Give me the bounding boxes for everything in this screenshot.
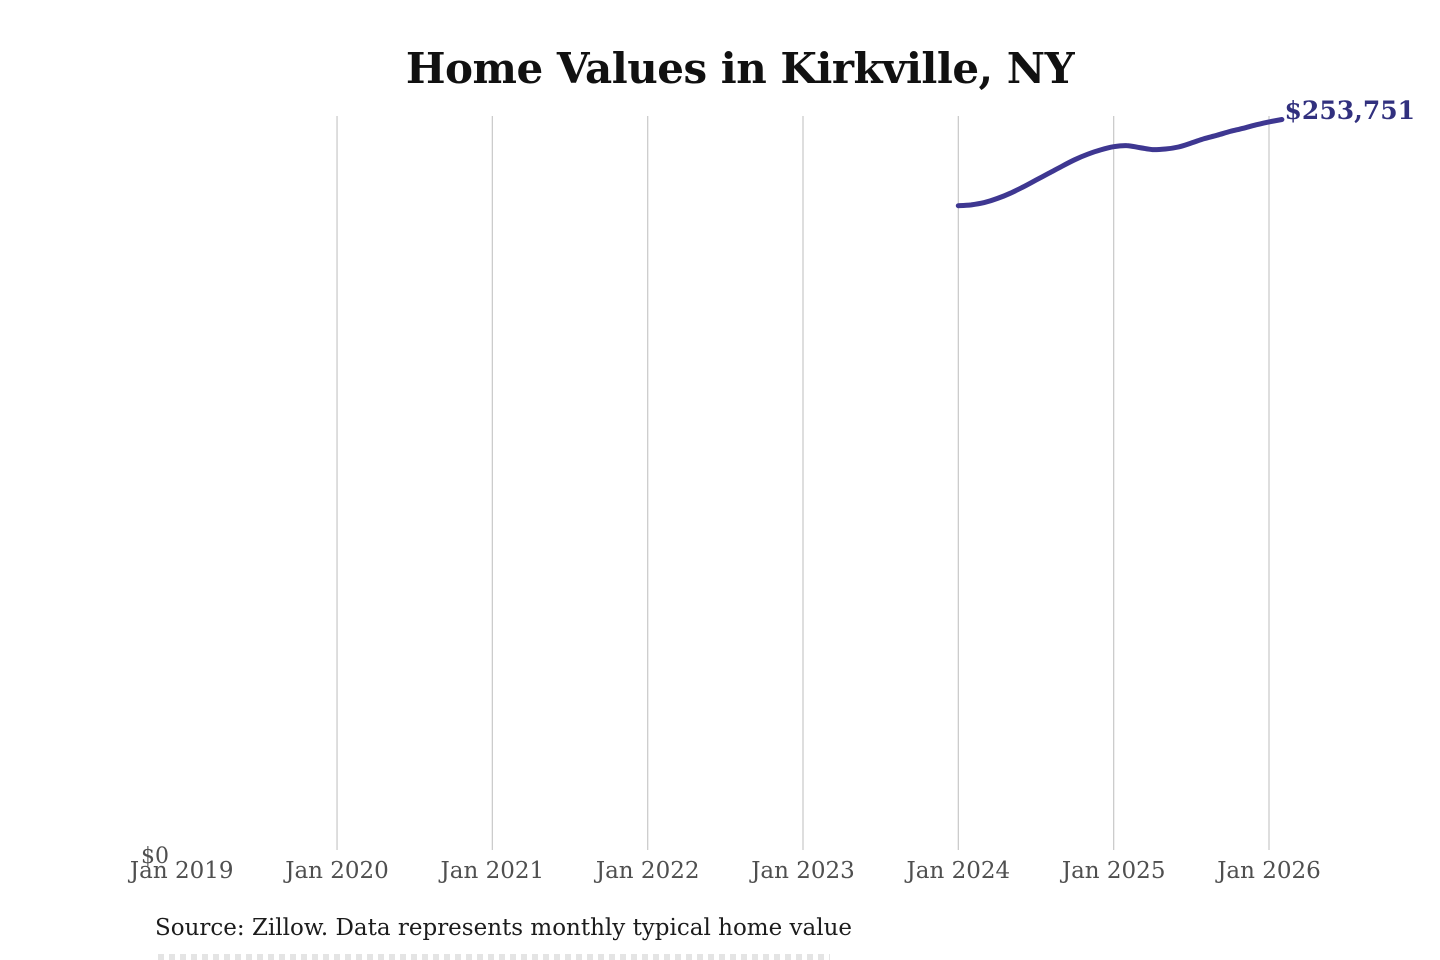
chart-title: Home Values in Kirkville, NY	[405, 44, 1075, 93]
x-tick-label-2024: Jan 2024	[905, 858, 1011, 884]
x-tick-label-2023: Jan 2023	[749, 858, 855, 884]
source-note: Source: Zillow. Data represents monthly …	[155, 915, 853, 941]
x-axis-tick-labels: Jan 2019 Jan 2020 Jan 2021 Jan 2022 Jan 2023…	[128, 858, 1321, 884]
x-tick-label-2019: Jan 2019	[128, 858, 234, 884]
x-tick-label-2026: Jan 2026	[1215, 858, 1321, 884]
value-line-group	[955, 117, 1285, 209]
x-tick-label-2022: Jan 2022	[594, 858, 700, 884]
y-axis-zero-label: $0	[141, 844, 169, 869]
latest-value-label: $253,751	[1284, 96, 1415, 125]
x-tick-label-2020: Jan 2020	[283, 858, 389, 884]
gridlines-group	[336, 116, 1270, 850]
x-tick-label-2021: Jan 2021	[439, 858, 545, 884]
cropped-text-remnant	[158, 954, 830, 960]
home-value-line[interactable]	[955, 117, 1285, 209]
x-tick-label-2025: Jan 2025	[1060, 858, 1166, 884]
